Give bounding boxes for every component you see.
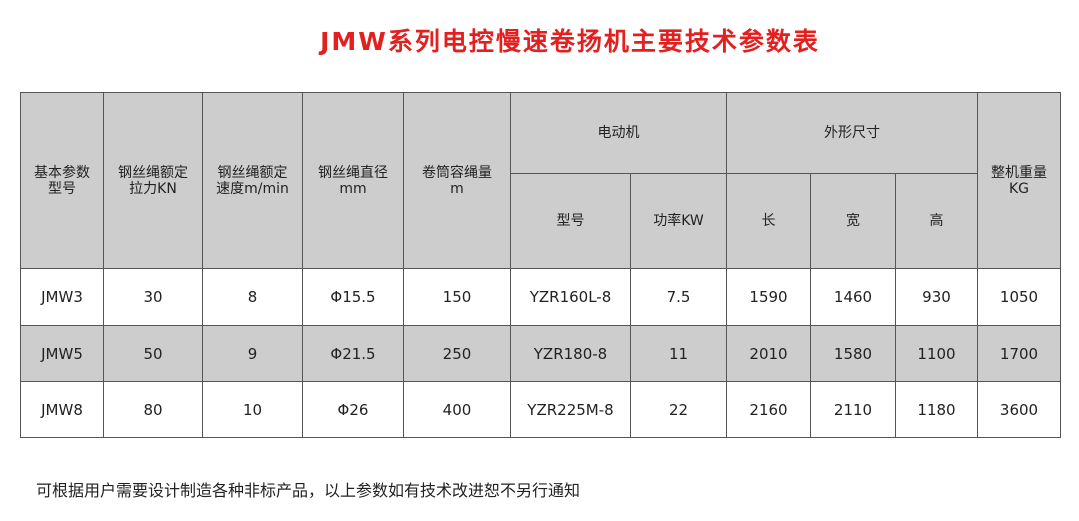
table-cell: 2110: [810, 381, 896, 438]
table-row: JMW5 50 9 Φ21.5 250 YZR180-8 11 2010 1580 1100 170…: [20, 325, 1061, 382]
table-cell: 80: [103, 381, 203, 438]
table-cell: 7.5: [630, 268, 727, 326]
header-length: 长: [726, 173, 811, 269]
table-cell: JMW3: [20, 268, 104, 326]
header-speed: 钢丝绳额定 速度m/min: [202, 92, 303, 269]
table-cell: Φ21.5: [302, 325, 404, 382]
table-cell: Φ15.5: [302, 268, 404, 326]
table-cell: 30: [103, 268, 203, 326]
table-cell: 11: [630, 325, 727, 382]
table-cell: 1180: [895, 381, 978, 438]
table-cell: 1580: [810, 325, 896, 382]
table-cell: 400: [403, 381, 511, 438]
page-title: JMW系列电控慢速卷扬机主要技术参数表: [320, 27, 820, 56]
table-cell: 250: [403, 325, 511, 382]
table-cell: 1100: [895, 325, 978, 382]
table-cell: JMW8: [20, 381, 104, 438]
table-cell: 10: [202, 381, 303, 438]
table-cell: 9: [202, 325, 303, 382]
table-cell: YZR180-8: [510, 325, 631, 382]
table-cell: 1460: [810, 268, 896, 326]
table-cell: 150: [403, 268, 511, 326]
table-cell: 22: [630, 381, 727, 438]
table-cell: 2010: [726, 325, 811, 382]
table-cell: 1700: [977, 325, 1061, 382]
header-capacity: 卷筒容绳量 m: [403, 92, 511, 269]
footnote: 可根据用户需要设计制造各种非标产品，以上参数如有技术改进恕不另行通知: [36, 481, 581, 500]
table-cell: 930: [895, 268, 978, 326]
table-cell: YZR225M-8: [510, 381, 631, 438]
table-cell: 1590: [726, 268, 811, 326]
table-cell: Φ26: [302, 381, 404, 438]
header-model: 基本参数 型号: [20, 92, 104, 269]
header-dims: 外形尺寸: [726, 92, 978, 174]
table-cell: 1050: [977, 268, 1061, 326]
header-width: 宽: [810, 173, 896, 269]
table-cell: JMW5: [20, 325, 104, 382]
header-force: 钢丝绳额定 拉力KN: [103, 92, 203, 269]
header-motor-power: 功率KW: [630, 173, 727, 269]
table-cell: 3600: [977, 381, 1061, 438]
header-motor-model: 型号: [510, 173, 631, 269]
header-motor: 电动机: [510, 92, 727, 174]
table-cell: 50: [103, 325, 203, 382]
spec-table: 基本参数 型号 钢丝绳额定 拉力KN 钢丝绳额定 速度m/min 钢丝绳直径 mm 卷筒…: [20, 92, 1061, 438]
header-height: 高: [895, 173, 978, 269]
table-row: JMW8 80 10 Φ26 400 YZR225M-8 22 2160 2110 1180 360…: [20, 381, 1061, 438]
table-cell: YZR160L-8: [510, 268, 631, 326]
header-diameter: 钢丝绳直径 mm: [302, 92, 404, 269]
table-cell: 8: [202, 268, 303, 326]
header-weight: 整机重量 KG: [977, 92, 1061, 269]
table-cell: 2160: [726, 381, 811, 438]
table-row: JMW3 30 8 Φ15.5 150 YZR160L-8 7.5 1590 1460 930 10…: [20, 268, 1061, 326]
